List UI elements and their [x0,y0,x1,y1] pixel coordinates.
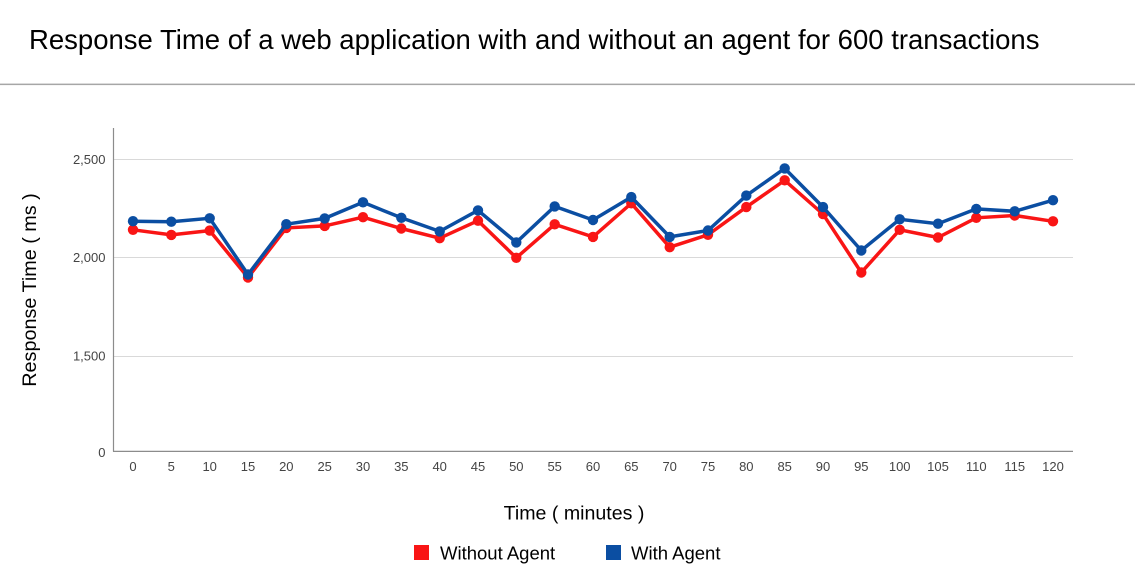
svg-text:15: 15 [241,459,255,474]
svg-text:5: 5 [168,459,175,474]
svg-text:80: 80 [739,459,753,474]
svg-text:25: 25 [317,459,331,474]
svg-text:70: 70 [662,459,676,474]
svg-text:35: 35 [394,459,408,474]
svg-text:85: 85 [777,459,791,474]
svg-text:0: 0 [98,445,105,460]
svg-text:60: 60 [586,459,600,474]
svg-text:With Agent: With Agent [631,543,720,564]
svg-text:105: 105 [927,459,949,474]
svg-text:95: 95 [854,459,868,474]
svg-text:30: 30 [356,459,370,474]
svg-text:0: 0 [129,459,136,474]
svg-text:50: 50 [509,459,523,474]
svg-text:40: 40 [432,459,446,474]
svg-text:Without Agent: Without Agent [440,543,555,564]
svg-text:75: 75 [701,459,715,474]
svg-text:110: 110 [966,459,987,474]
svg-text:100: 100 [889,459,911,474]
svg-text:Response Time ( ms ): Response Time ( ms ) [19,193,41,386]
svg-text:45: 45 [471,459,485,474]
svg-text:90: 90 [816,459,830,474]
svg-text:Time ( minutes ): Time ( minutes ) [504,503,645,525]
svg-text:2,500: 2,500 [73,152,106,167]
svg-text:120: 120 [1042,459,1064,474]
svg-text:115: 115 [1004,459,1025,474]
svg-text:10: 10 [202,459,216,474]
svg-text:1,500: 1,500 [73,349,106,364]
svg-text:Response Time of a web applica: Response Time of a web application with … [29,24,1039,55]
svg-text:2,000: 2,000 [73,250,106,265]
svg-text:65: 65 [624,459,638,474]
svg-text:55: 55 [547,459,561,474]
svg-text:20: 20 [279,459,293,474]
